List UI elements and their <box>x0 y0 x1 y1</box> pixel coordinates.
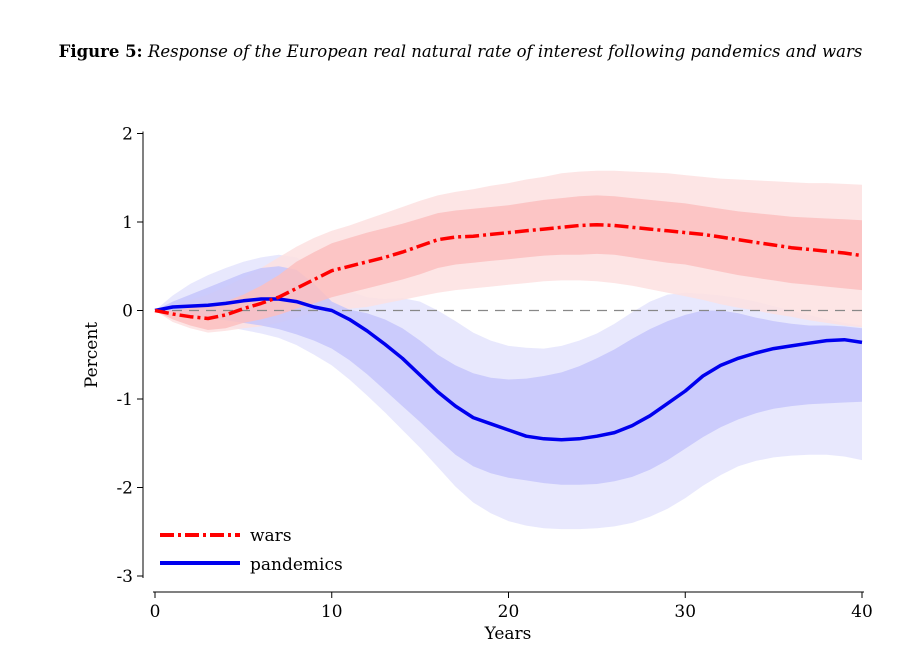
wars-band-68 <box>155 195 862 330</box>
y-tick-label: -1 <box>116 390 133 410</box>
figure-caption-text: Response of the European real natural ra… <box>147 42 863 61</box>
x-tick-label: 10 <box>321 602 343 622</box>
y-tick-label: -3 <box>116 567 133 587</box>
confidence-bands <box>155 170 862 530</box>
x-tick-label: 40 <box>851 602 873 622</box>
series-line-pandemics <box>154 297 863 442</box>
x-tick-label: 0 <box>150 602 161 622</box>
y-axis-label: Percent <box>82 322 102 388</box>
x-tick-label: 20 <box>498 602 520 622</box>
x-axis-label: Years <box>484 624 532 644</box>
y-tick-label: -2 <box>116 479 133 499</box>
x-tick-label: 30 <box>674 602 696 622</box>
pandemics-band-68 <box>155 266 862 485</box>
chart-legend: wars pandemics <box>160 526 343 575</box>
y-tick-label: 2 <box>122 125 133 145</box>
legend-label-pandemics: pandemics <box>250 555 343 575</box>
y-tick-label: 1 <box>122 213 133 233</box>
figure-label: Figure 5: <box>58 42 143 61</box>
y-tick-label: 0 <box>122 302 133 322</box>
series-line-wars <box>154 222 863 321</box>
figure-caption: Figure 5: Response of the European real … <box>0 42 921 61</box>
series-lines <box>154 222 863 442</box>
legend-label-wars: wars <box>250 526 292 546</box>
